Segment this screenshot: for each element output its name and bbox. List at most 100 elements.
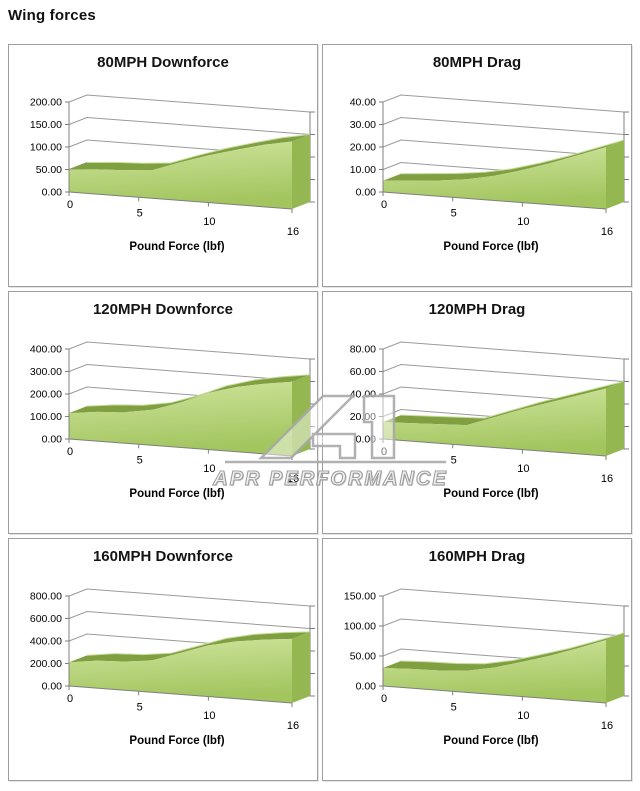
- y-tick-labels: 0.00 50.00 100.00 150.00 200.00: [30, 97, 62, 199]
- right-axis: [623, 605, 629, 697]
- svg-text:0.00: 0.00: [356, 681, 377, 693]
- svg-text:5: 5: [451, 454, 457, 466]
- svg-text:10: 10: [517, 463, 529, 475]
- svg-text:200.00: 200.00: [30, 658, 62, 670]
- area-right-face: [606, 381, 624, 456]
- svg-text:16: 16: [287, 226, 299, 238]
- svg-text:16: 16: [287, 720, 299, 732]
- area-series: [69, 638, 292, 703]
- x-axis-title: Pound Force (lbf): [129, 735, 224, 747]
- svg-text:5: 5: [137, 701, 143, 713]
- chart-panel-160mph-drag: 160MPH Drag 0.00 50.00 100.00 150.00 0 5 10 16 P…: [322, 538, 632, 781]
- axes: [379, 595, 607, 707]
- svg-text:20.00: 20.00: [350, 142, 376, 154]
- page: Wing forces 80MPH Downforce 0.00 50.00 100…: [0, 6, 640, 791]
- area-top-ribbon: [383, 381, 624, 426]
- chart-title: 160MPH Drag: [428, 548, 526, 565]
- chart-title: 80MPH Drag: [432, 54, 522, 71]
- area-series: [69, 381, 292, 456]
- chart-panel-80mph-drag: 80MPH Drag 0.00 10.00 20.00 30.00 40.00 0 5 10 1…: [322, 44, 632, 287]
- area-top-highlight: [86, 374, 311, 407]
- svg-text:0: 0: [381, 199, 387, 211]
- svg-text:16: 16: [287, 473, 299, 485]
- chart-canvas: 0.00 50.00 100.00 150.00 0 5 10 16 Pound Force (…: [323, 572, 631, 779]
- chart-panel-160mph-downforce: 160MPH Downforce 0.00 200.00 400.00 600.00 8…: [8, 538, 318, 781]
- x-tick-labels: 0 5 10 16: [381, 199, 613, 238]
- x-axis-title: Pound Force (lbf): [443, 488, 538, 500]
- svg-text:30.00: 30.00: [350, 119, 376, 131]
- area-chart-svg: 0.00 50.00 100.00 150.00 200.00 0 5 10 16 Pound F…: [30, 94, 315, 253]
- axes: [65, 348, 293, 460]
- area-right-face: [292, 134, 310, 209]
- svg-text:5: 5: [137, 454, 143, 466]
- svg-text:5: 5: [451, 207, 457, 219]
- area-top-ribbon: [383, 140, 624, 181]
- y-tick-labels: 0.00 10.00 20.00 30.00 40.00: [350, 97, 376, 199]
- svg-text:50.00: 50.00: [350, 651, 376, 663]
- svg-text:150.00: 150.00: [344, 591, 376, 603]
- area-series: [69, 141, 292, 209]
- svg-text:10: 10: [203, 216, 215, 228]
- x-axis-title: Pound Force (lbf): [443, 241, 538, 253]
- area-chart-svg: 0.00 20.00 40.00 60.00 80.00 0 5 10 16 Pound Forc…: [350, 341, 629, 500]
- svg-text:0: 0: [381, 446, 387, 458]
- right-axis: [309, 111, 315, 203]
- svg-text:0: 0: [67, 199, 73, 211]
- right-axis: [623, 358, 629, 450]
- svg-text:800.00: 800.00: [30, 591, 62, 603]
- chart-canvas: 0.00 100.00 200.00 300.00 400.00 0 5 10 16 Pound …: [9, 325, 317, 532]
- svg-text:200.00: 200.00: [30, 389, 62, 401]
- area-right-face: [292, 631, 310, 703]
- area-top-highlight: [400, 139, 625, 175]
- chart-panel-120mph-drag: 120MPH Drag 0.00 20.00 40.00 60.00 80.00 0 5 10…: [322, 291, 632, 534]
- svg-text:0.00: 0.00: [42, 434, 63, 446]
- area-right-face: [606, 633, 624, 703]
- area-chart-svg: 0.00 50.00 100.00 150.00 0 5 10 16 Pound Force (…: [344, 588, 629, 747]
- chart-title: 120MPH Drag: [428, 301, 526, 318]
- right-axis: [623, 111, 629, 203]
- svg-text:300.00: 300.00: [30, 366, 62, 378]
- right-axis: [309, 605, 315, 697]
- x-axis-title: Pound Force (lbf): [129, 241, 224, 253]
- svg-text:0: 0: [67, 693, 73, 705]
- svg-text:400.00: 400.00: [30, 636, 62, 648]
- svg-text:20.00: 20.00: [350, 411, 376, 423]
- svg-text:80.00: 80.00: [350, 344, 376, 356]
- chart-title: 80MPH Downforce: [97, 54, 229, 71]
- area-top-ribbon: [69, 631, 310, 663]
- svg-text:100.00: 100.00: [30, 142, 62, 154]
- svg-text:10: 10: [517, 710, 529, 722]
- area-chart-svg: 0.00 200.00 400.00 600.00 800.00 0 5 10 16 Pound …: [30, 588, 315, 747]
- area-series: [383, 147, 606, 209]
- y-tick-labels: 0.00 50.00 100.00 150.00: [344, 591, 376, 693]
- charts-grid: 80MPH Downforce 0.00 50.00 100.00 150.00 200…: [8, 44, 632, 781]
- area-right-face: [292, 374, 310, 456]
- area-chart-svg: 0.00 100.00 200.00 300.00 400.00 0 5 10 16 Pound …: [30, 341, 315, 500]
- svg-text:40.00: 40.00: [350, 389, 376, 401]
- svg-text:100.00: 100.00: [30, 411, 62, 423]
- area-right-face: [606, 140, 624, 209]
- svg-text:0.00: 0.00: [42, 187, 63, 199]
- svg-text:50.00: 50.00: [36, 164, 62, 176]
- svg-text:16: 16: [601, 473, 613, 485]
- chart-canvas: 0.00 20.00 40.00 60.00 80.00 0 5 10 16 Pound Forc…: [323, 325, 631, 532]
- x-axis-title: Pound Force (lbf): [443, 735, 538, 747]
- x-tick-labels: 0 5 10 16: [67, 199, 299, 238]
- area-chart-svg: 0.00 10.00 20.00 30.00 40.00 0 5 10 16 Pound Forc…: [350, 94, 629, 253]
- area-top-ribbon: [69, 374, 310, 414]
- area-top-highlight: [86, 134, 311, 164]
- svg-text:600.00: 600.00: [30, 613, 62, 625]
- area-top-ribbon: [383, 633, 624, 671]
- area-top-highlight: [400, 381, 625, 419]
- svg-text:400.00: 400.00: [30, 344, 62, 356]
- area-top-highlight: [86, 631, 311, 656]
- x-tick-labels: 0 5 10 16: [67, 446, 299, 485]
- chart-title: 160MPH Downforce: [92, 548, 234, 565]
- svg-text:10: 10: [517, 216, 529, 228]
- svg-text:0.00: 0.00: [356, 187, 377, 199]
- svg-text:10: 10: [203, 463, 215, 475]
- svg-text:150.00: 150.00: [30, 119, 62, 131]
- right-axis: [309, 358, 315, 450]
- svg-text:0.00: 0.00: [356, 434, 377, 446]
- svg-text:5: 5: [137, 207, 143, 219]
